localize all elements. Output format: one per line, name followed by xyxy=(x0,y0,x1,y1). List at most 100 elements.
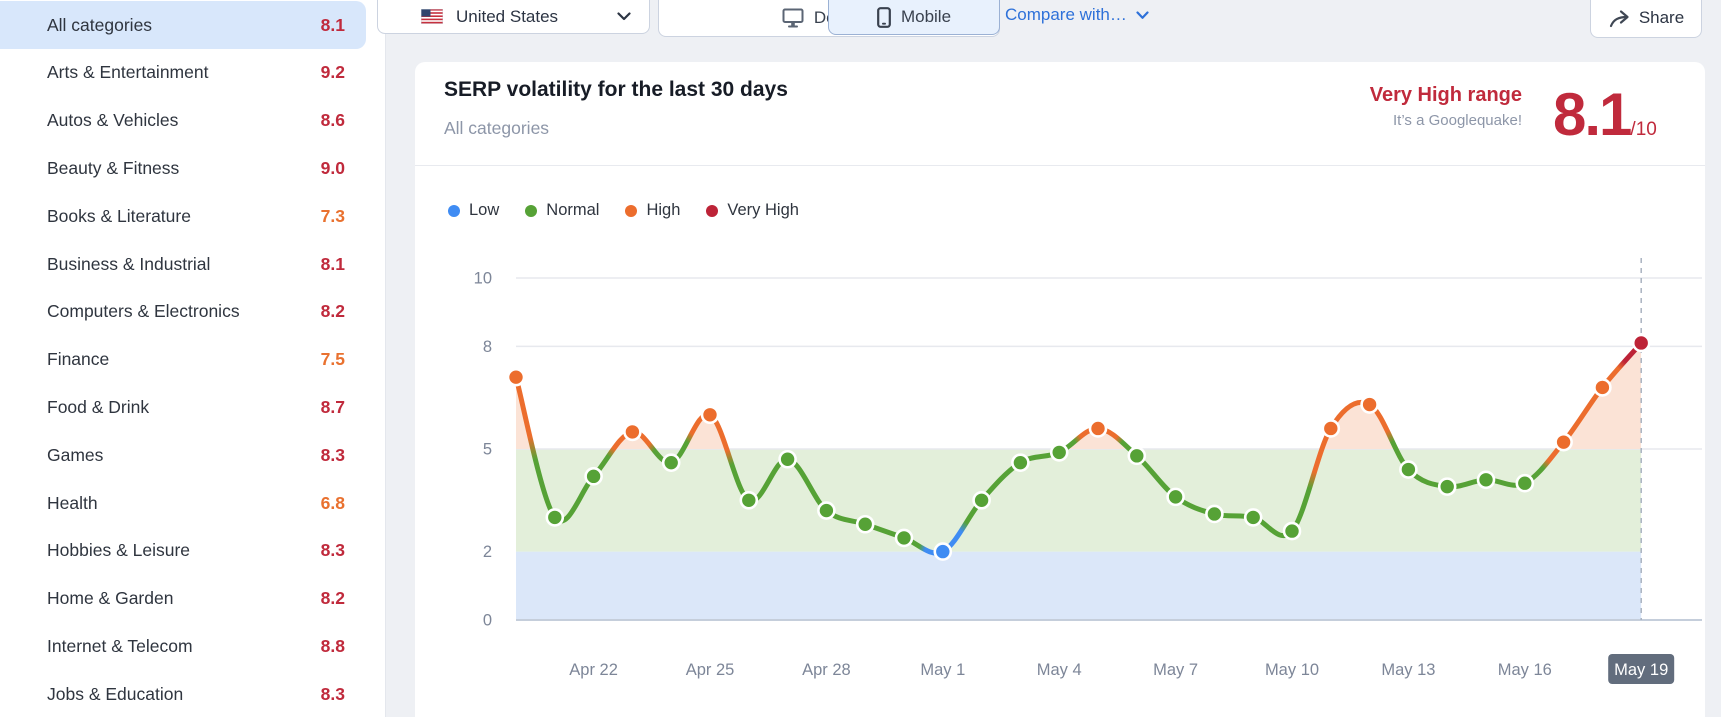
category-score: 7.5 xyxy=(320,349,345,370)
category-label: Books & Literature xyxy=(47,205,191,226)
svg-text:2: 2 xyxy=(483,543,492,561)
category-score: 8.1 xyxy=(320,14,345,35)
svg-text:May 19: May 19 xyxy=(1614,661,1668,679)
legend-item: Low xyxy=(448,201,499,220)
category-label: Arts & Entertainment xyxy=(47,62,209,83)
category-label: Hobbies & Leisure xyxy=(47,540,190,561)
sidebar-item[interactable]: Health 6.8 xyxy=(0,479,366,527)
category-label: All categories xyxy=(47,14,153,35)
high-dot-icon xyxy=(625,204,638,217)
svg-text:May 16: May 16 xyxy=(1498,661,1552,679)
svg-text:Apr 25: Apr 25 xyxy=(686,661,735,679)
compare-with-label: Compare with… xyxy=(1005,5,1127,24)
share-icon xyxy=(1609,9,1629,27)
sidebar-item[interactable]: Business & Industrial 8.1 xyxy=(0,240,366,288)
svg-text:Apr 22: Apr 22 xyxy=(569,661,618,679)
range-block: Very High range It’s a Googlequake! xyxy=(1370,84,1522,129)
legend-label: Low xyxy=(469,201,500,219)
sidebar-item[interactable]: Books & Literature 7.3 xyxy=(0,192,366,240)
sidebar-item[interactable]: Finance 7.5 xyxy=(0,336,366,384)
sidebar-item[interactable]: Food & Drink 8.7 xyxy=(0,383,366,431)
category-score: 9.0 xyxy=(320,157,345,178)
category-score: 8.3 xyxy=(320,683,345,704)
chart-area: 0 2 5 8 10 Apr 22 Apr 25 Apr 28 May 1 May 4 May 7 M… xyxy=(440,240,1705,700)
category-label: Business & Industrial xyxy=(47,253,211,274)
chevron-down-icon xyxy=(617,12,631,21)
category-score: 6.8 xyxy=(320,492,345,513)
range-label: Very High range xyxy=(1369,84,1522,106)
category-label: Health xyxy=(47,492,98,513)
share-label: Share xyxy=(1638,8,1685,27)
compare-with-link[interactable]: Compare with… xyxy=(1005,0,1149,30)
category-label: Internet & Telecom xyxy=(47,635,193,656)
range-subtext: It’s a Googlequake! xyxy=(1393,112,1522,129)
category-score: 8.3 xyxy=(320,540,345,561)
country-label: United States xyxy=(456,6,559,26)
category-score: 8.1 xyxy=(320,253,345,274)
category-label: Autos & Vehicles xyxy=(47,110,179,131)
svg-text:May 4: May 4 xyxy=(1037,661,1082,679)
category-label: Jobs & Education xyxy=(47,683,184,704)
us-flag-icon xyxy=(421,9,443,24)
volatility-card: SERP volatility for the last 30 days All… xyxy=(415,62,1705,717)
category-label: Games xyxy=(47,444,104,465)
normal-dot-icon xyxy=(525,204,538,217)
mobile-icon xyxy=(877,6,891,28)
category-label: Finance xyxy=(47,349,110,370)
sidebar-item[interactable]: Arts & Entertainment 9.2 xyxy=(0,49,366,97)
category-score: 8.2 xyxy=(320,301,345,322)
legend-label: High xyxy=(646,201,681,219)
category-label: Beauty & Fitness xyxy=(47,157,180,178)
card-subtitle: All categories xyxy=(444,118,550,138)
category-score: 8.8 xyxy=(320,635,345,656)
mobile-label: Mobile xyxy=(900,7,952,26)
svg-text:May 7: May 7 xyxy=(1153,661,1198,679)
sidebar-item[interactable]: Beauty & Fitness 9.0 xyxy=(0,144,366,192)
score-denominator: /10 xyxy=(1630,119,1657,140)
legend: Low Normal High Very High xyxy=(448,201,799,220)
low-dot-icon xyxy=(448,204,460,217)
svg-text:0: 0 xyxy=(483,612,492,630)
mobile-button[interactable]: Mobile xyxy=(828,0,1000,35)
sidebar-item[interactable]: Hobbies & Leisure 8.3 xyxy=(0,527,366,575)
card-divider xyxy=(415,165,1705,166)
svg-text:5: 5 xyxy=(483,441,492,459)
sidebar-item[interactable]: All categories 8.1 xyxy=(0,1,366,49)
device-toggle: Desktop Mobile xyxy=(658,0,1000,37)
svg-text:Apr 28: Apr 28 xyxy=(802,661,851,679)
chevron-down-icon xyxy=(1136,10,1149,19)
sidebar-item[interactable]: Home & Garden 8.2 xyxy=(0,575,366,623)
sidebar-item[interactable]: Autos & Vehicles 8.6 xyxy=(0,97,366,145)
svg-text:10: 10 xyxy=(474,270,492,288)
score-block: 8.1/10 xyxy=(1553,80,1657,149)
sidebar-item[interactable]: Jobs & Education 8.3 xyxy=(0,670,366,717)
country-select[interactable]: United States xyxy=(377,0,650,34)
category-score: 8.2 xyxy=(320,588,345,609)
very_high-dot-icon xyxy=(706,204,719,217)
category-score: 8.6 xyxy=(320,110,345,131)
category-label: Computers & Electronics xyxy=(47,301,240,322)
sidebar-item[interactable]: Internet & Telecom 8.8 xyxy=(0,622,366,670)
svg-text:May 1: May 1 xyxy=(920,661,965,679)
category-score: 7.3 xyxy=(320,205,345,226)
category-label: Food & Drink xyxy=(47,396,150,417)
svg-text:May 13: May 13 xyxy=(1381,661,1435,679)
svg-text:May 10: May 10 xyxy=(1265,661,1319,679)
sidebar-item[interactable]: Games 8.3 xyxy=(0,431,366,479)
category-score: 8.3 xyxy=(320,444,345,465)
volatility-chart[interactable]: 0 2 5 8 10 Apr 22 Apr 25 Apr 28 May 1 May 4 May 7 M… xyxy=(440,240,1705,700)
desktop-icon xyxy=(782,8,804,28)
legend-item: Very High xyxy=(706,201,799,220)
sidebar-item[interactable]: Computers & Electronics 8.2 xyxy=(0,288,366,336)
card-title: SERP volatility for the last 30 days xyxy=(444,78,788,101)
legend-label: Very High xyxy=(727,201,799,219)
score-value: 8.1 xyxy=(1553,81,1632,148)
svg-text:8: 8 xyxy=(483,338,492,356)
legend-item: Normal xyxy=(525,201,599,220)
category-score: 8.7 xyxy=(320,396,345,417)
category-label: Home & Garden xyxy=(47,588,174,609)
legend-item: High xyxy=(625,201,680,220)
share-button[interactable]: Share xyxy=(1590,0,1702,38)
category-sidebar: All categories 8.1 Arts & Entertainment 9.2… xyxy=(0,0,386,717)
legend-label: Normal xyxy=(546,201,600,219)
